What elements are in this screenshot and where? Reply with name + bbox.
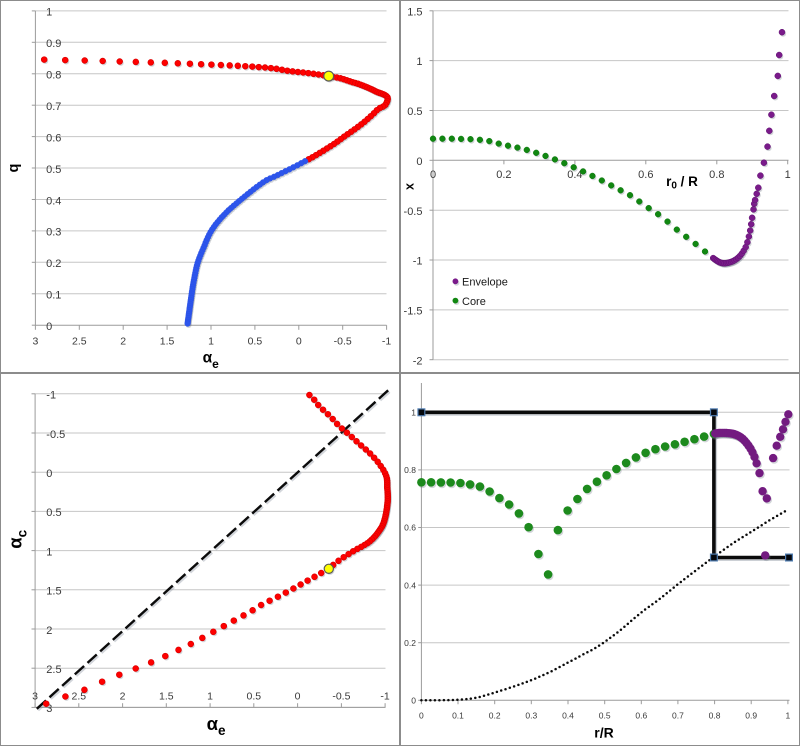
svg-text:0.5: 0.5 bbox=[248, 336, 263, 348]
svg-text:0.5: 0.5 bbox=[46, 164, 61, 176]
svg-text:0: 0 bbox=[295, 690, 301, 702]
svg-text:2.5: 2.5 bbox=[46, 664, 61, 676]
svg-text:0: 0 bbox=[46, 468, 52, 480]
svg-text:1: 1 bbox=[208, 336, 214, 348]
svg-text:2: 2 bbox=[120, 336, 126, 348]
svg-text:1: 1 bbox=[786, 710, 791, 720]
svg-text:0.5: 0.5 bbox=[46, 507, 61, 519]
svg-text:0.2: 0.2 bbox=[46, 258, 61, 270]
svg-text:Envelope: Envelope bbox=[462, 277, 508, 289]
svg-text:Core: Core bbox=[462, 296, 486, 308]
svg-text:0.8: 0.8 bbox=[404, 465, 416, 475]
svg-text:-0.5: -0.5 bbox=[404, 206, 423, 218]
svg-text:1: 1 bbox=[46, 546, 52, 558]
svg-text:2: 2 bbox=[120, 690, 126, 702]
svg-text:1.5: 1.5 bbox=[407, 6, 422, 18]
svg-text:0.5: 0.5 bbox=[407, 106, 422, 118]
svg-text:0.5: 0.5 bbox=[599, 710, 611, 720]
svg-text:0.1: 0.1 bbox=[46, 290, 61, 302]
svg-text:0.2: 0.2 bbox=[489, 710, 501, 720]
svg-text:-0.5: -0.5 bbox=[46, 429, 65, 441]
svg-text:3: 3 bbox=[46, 703, 52, 715]
svg-text:-1: -1 bbox=[413, 256, 423, 268]
svg-text:0.2: 0.2 bbox=[496, 169, 511, 181]
svg-text:1.5: 1.5 bbox=[160, 336, 175, 348]
svg-text:0.5: 0.5 bbox=[246, 690, 261, 702]
svg-text:-2: -2 bbox=[413, 355, 423, 367]
svg-text:0.4: 0.4 bbox=[46, 195, 61, 207]
svg-text:2: 2 bbox=[46, 625, 52, 637]
svg-text:0.7: 0.7 bbox=[46, 101, 61, 113]
svg-text:0.8: 0.8 bbox=[709, 710, 721, 720]
svg-text:0.7: 0.7 bbox=[672, 710, 684, 720]
svg-text:0.6: 0.6 bbox=[635, 710, 647, 720]
svg-text:-1: -1 bbox=[382, 336, 391, 348]
svg-text:0.9: 0.9 bbox=[46, 38, 61, 50]
svg-text:0: 0 bbox=[46, 321, 52, 333]
svg-text:q: q bbox=[6, 164, 22, 173]
svg-text:2.5: 2.5 bbox=[72, 336, 87, 348]
svg-text:3: 3 bbox=[32, 690, 38, 702]
svg-text:0.4: 0.4 bbox=[562, 710, 574, 720]
svg-text:r0 / R: r0 / R bbox=[666, 174, 698, 192]
svg-text:0.8: 0.8 bbox=[709, 169, 724, 181]
svg-text:0: 0 bbox=[416, 156, 422, 168]
svg-text:0.4: 0.4 bbox=[404, 580, 416, 590]
svg-text:-1: -1 bbox=[46, 390, 56, 402]
svg-text:0.3: 0.3 bbox=[525, 710, 537, 720]
svg-text:3: 3 bbox=[32, 336, 38, 348]
svg-text:1: 1 bbox=[416, 56, 422, 68]
svg-text:0.4: 0.4 bbox=[567, 169, 582, 181]
svg-text:-0.5: -0.5 bbox=[334, 336, 352, 348]
svg-text:0.6: 0.6 bbox=[46, 132, 61, 144]
svg-text:1: 1 bbox=[785, 169, 791, 181]
svg-text:-1.5: -1.5 bbox=[404, 306, 423, 318]
svg-text:0.1: 0.1 bbox=[452, 710, 464, 720]
svg-text:0.9: 0.9 bbox=[745, 710, 757, 720]
svg-text:0.6: 0.6 bbox=[404, 523, 416, 533]
svg-text:0: 0 bbox=[419, 710, 424, 720]
svg-text:2.5: 2.5 bbox=[71, 690, 86, 702]
svg-text:1: 1 bbox=[411, 408, 416, 418]
svg-text:r/R: r/R bbox=[594, 725, 613, 741]
svg-text:1.5: 1.5 bbox=[159, 690, 174, 702]
svg-text:0.2: 0.2 bbox=[404, 638, 416, 648]
svg-text:1.5: 1.5 bbox=[46, 586, 61, 598]
svg-text:0.6: 0.6 bbox=[638, 169, 653, 181]
svg-text:0.3: 0.3 bbox=[46, 227, 61, 239]
svg-text:1: 1 bbox=[207, 690, 213, 702]
svg-text:0: 0 bbox=[296, 336, 302, 348]
svg-text:x: x bbox=[403, 183, 417, 190]
svg-text:-1: -1 bbox=[380, 690, 389, 702]
svg-text:-0.5: -0.5 bbox=[332, 690, 350, 702]
svg-text:0.8: 0.8 bbox=[46, 70, 61, 82]
svg-text:0: 0 bbox=[430, 169, 436, 181]
svg-text:0: 0 bbox=[411, 696, 416, 706]
svg-text:1: 1 bbox=[46, 7, 52, 19]
